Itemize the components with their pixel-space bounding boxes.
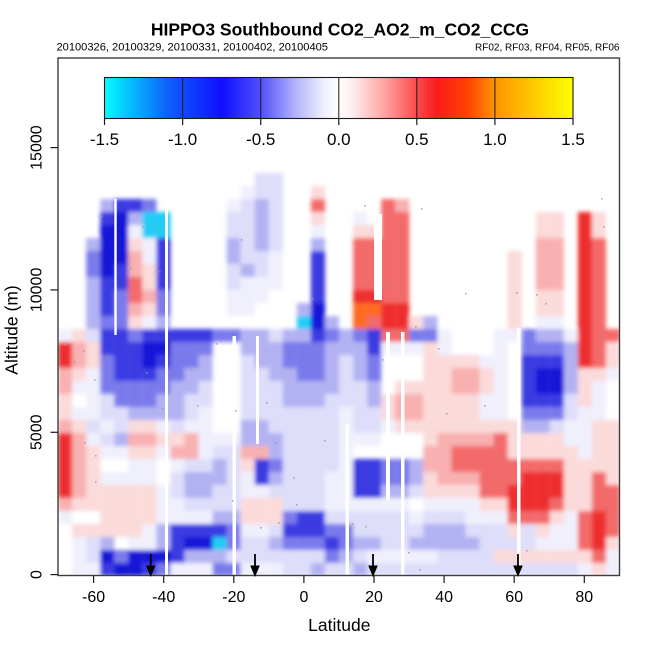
svg-text:1.0: 1.0: [483, 130, 507, 149]
svg-text:10000: 10000: [29, 268, 46, 313]
svg-text:-1.5: -1.5: [90, 130, 119, 149]
svg-text:-0.5: -0.5: [246, 130, 275, 149]
svg-text:-40: -40: [152, 589, 175, 606]
svg-text:0: 0: [29, 570, 46, 579]
svg-text:RF02, RF03, RF04, RF05, RF06: RF02, RF03, RF04, RF05, RF06: [475, 43, 620, 54]
svg-text:-20: -20: [222, 589, 245, 606]
svg-text:-1.0: -1.0: [168, 130, 197, 149]
svg-text:80: 80: [575, 589, 593, 606]
svg-text:1.5: 1.5: [561, 130, 585, 149]
svg-text:-60: -60: [82, 589, 105, 606]
svg-text:Altitude (m): Altitude (m): [2, 285, 22, 374]
svg-text:0.5: 0.5: [405, 130, 429, 149]
svg-text:Latitude: Latitude: [308, 615, 370, 635]
svg-text:40: 40: [435, 589, 453, 606]
svg-text:5000: 5000: [29, 414, 46, 450]
svg-text:60: 60: [505, 589, 523, 606]
svg-text:0: 0: [299, 589, 308, 606]
svg-text:20: 20: [365, 589, 383, 606]
svg-text:0.0: 0.0: [327, 130, 351, 149]
svg-text:HIPPO3 Southbound CO2_AO2_m_CO: HIPPO3 Southbound CO2_AO2_m_CO2_CCG: [151, 20, 529, 40]
svg-text:15000: 15000: [29, 125, 46, 170]
svg-text:20100326, 20100329, 20100331,: 20100326, 20100329, 20100331, 20100402, …: [57, 42, 328, 54]
